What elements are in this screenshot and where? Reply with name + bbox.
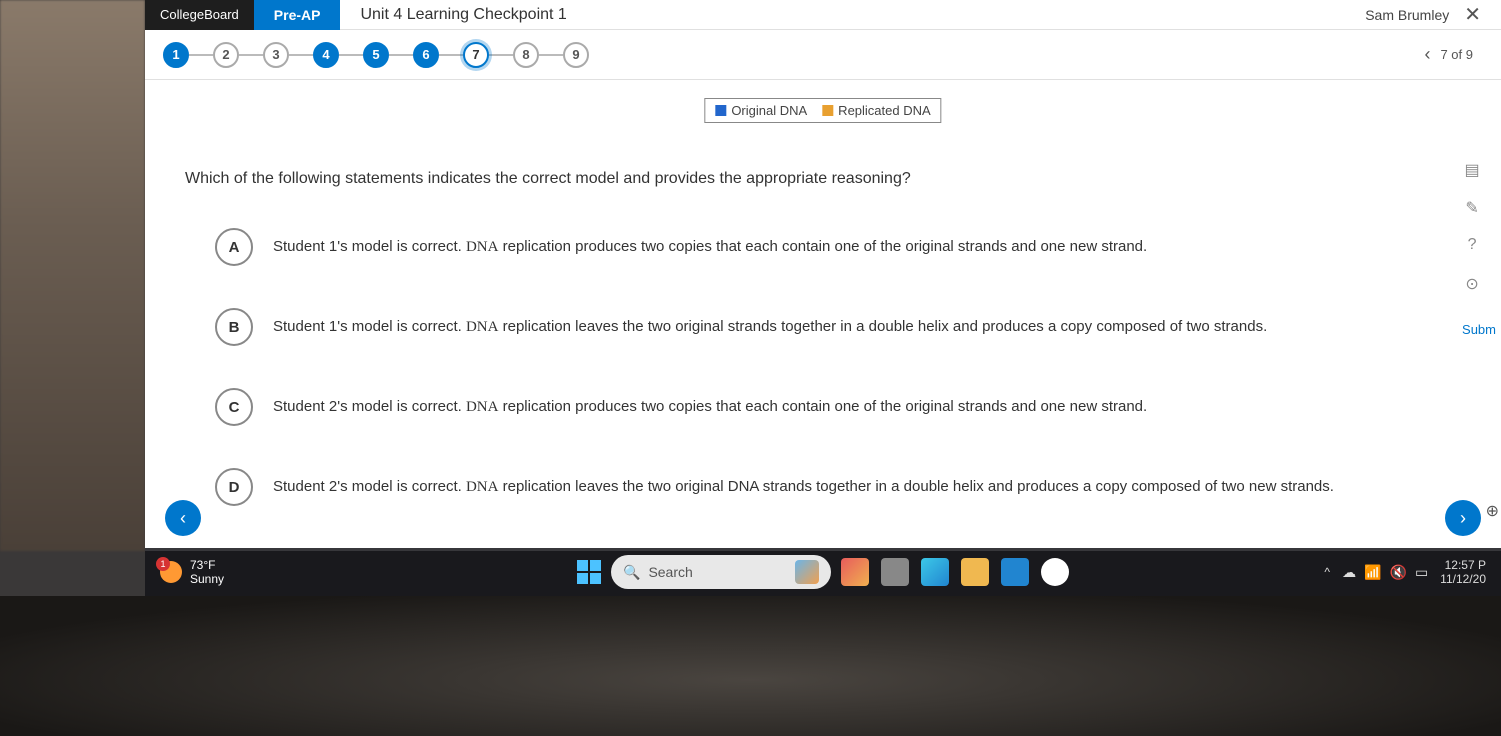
step-connector	[389, 54, 413, 56]
answer-option-c[interactable]: C Student 2's model is correct. DNA repli…	[215, 388, 1461, 426]
brand-label: CollegeBoard	[160, 7, 239, 22]
step-4[interactable]: 4	[313, 42, 339, 68]
chevron-left-icon[interactable]: ‹	[1424, 44, 1430, 65]
app-edge-icon[interactable]	[921, 558, 949, 586]
close-icon[interactable]: ✕	[1464, 2, 1481, 27]
step-connector	[189, 54, 213, 56]
answer-letter: A	[215, 228, 253, 266]
step-connector	[489, 54, 513, 56]
taskbar-apps	[841, 558, 1069, 586]
app-mail-icon[interactable]	[1001, 558, 1029, 586]
app-taskview-icon[interactable]	[881, 558, 909, 586]
calculator-icon[interactable]: ▤	[1462, 160, 1482, 180]
weather-widget[interactable]: 1 73°F Sunny	[160, 558, 224, 587]
step-3[interactable]: 3	[263, 42, 289, 68]
step-8[interactable]: 8	[513, 42, 539, 68]
taskbar-search[interactable]: 🔍 Search	[611, 555, 831, 589]
clock-time: 12:57 P	[1440, 558, 1486, 572]
answer-text: Student 1's model is correct. DNA replic…	[273, 238, 1147, 256]
taskbar: 1 73°F Sunny 🔍 Search ^ ☁ 📶 🔇	[145, 548, 1501, 596]
legend-label: Original DNA	[731, 103, 807, 118]
tray-chevron-icon[interactable]: ^	[1324, 565, 1330, 579]
answer-option-b[interactable]: B Student 1's model is correct. DNA repli…	[215, 308, 1461, 346]
weather-icon: 1	[160, 561, 182, 583]
answer-text: Student 2's model is correct. DNA replic…	[273, 398, 1147, 416]
program-badge: Pre-AP	[254, 0, 341, 30]
weather-temp: 73°F	[190, 558, 224, 572]
legend-label: Replicated DNA	[838, 103, 931, 118]
legend-swatch	[715, 105, 726, 116]
step-5[interactable]: 5	[363, 42, 389, 68]
legend-swatch	[822, 105, 833, 116]
nav-buttons: ‹ ›	[165, 500, 1481, 536]
volume-icon[interactable]: 🔇	[1390, 564, 1407, 581]
step-6[interactable]: 6	[413, 42, 439, 68]
legend-item: Replicated DNA	[822, 103, 931, 118]
top-header: CollegeBoard Pre-AP Unit 4 Learning Chec…	[145, 0, 1501, 30]
tray-icons: ☁ 📶 🔇 ▭	[1342, 564, 1428, 581]
search-placeholder: Search	[648, 564, 692, 580]
taskbar-right: ^ ☁ 📶 🔇 ▭ 12:57 P 11/12/20	[1324, 558, 1486, 587]
wifi-icon[interactable]: 📶	[1364, 564, 1381, 581]
page-title: Unit 4 Learning Checkpoint 1	[340, 6, 586, 24]
progress-steps: 123456789	[163, 42, 589, 68]
answer-letter: B	[215, 308, 253, 346]
legend-item: Original DNA	[715, 103, 807, 118]
step-connector	[289, 54, 313, 56]
app-explorer-icon[interactable]	[961, 558, 989, 586]
step-connector	[239, 54, 263, 56]
content-area: Which of the following statements indica…	[145, 80, 1501, 568]
program-label: Pre-AP	[274, 7, 321, 23]
answer-letter: C	[215, 388, 253, 426]
step-connector	[339, 54, 363, 56]
header-user-area: Sam Brumley ✕	[1365, 2, 1501, 27]
search-highlight-icon	[795, 560, 819, 584]
next-question-button[interactable]: ›	[1445, 500, 1481, 536]
start-button[interactable]	[577, 560, 601, 584]
help-icon[interactable]: ?	[1462, 236, 1482, 256]
brand-badge: CollegeBoard	[145, 0, 254, 30]
background-left	[0, 0, 145, 551]
question-prompt: Which of the following statements indica…	[185, 170, 1461, 188]
step-connector	[439, 54, 463, 56]
taskbar-center: 🔍 Search	[577, 555, 1069, 589]
answer-text: Student 1's model is correct. DNA replic…	[273, 318, 1267, 336]
answer-option-a[interactable]: A Student 1's model is correct. DNA repli…	[215, 228, 1461, 266]
counter-text: 7 of 9	[1440, 47, 1473, 62]
prev-question-button[interactable]: ‹	[165, 500, 201, 536]
settings-icon[interactable]: ⊙	[1462, 274, 1482, 294]
answer-options: A Student 1's model is correct. DNA repli…	[185, 228, 1461, 506]
step-1[interactable]: 1	[163, 42, 189, 68]
background-bottom	[0, 596, 1501, 736]
app-window: CollegeBoard Pre-AP Unit 4 Learning Chec…	[145, 0, 1501, 551]
weather-badge: 1	[156, 557, 170, 571]
app-chrome-icon[interactable]	[1041, 558, 1069, 586]
magnify-icon[interactable]: ⊕	[1486, 501, 1499, 521]
step-9[interactable]: 9	[563, 42, 589, 68]
step-7[interactable]: 7	[463, 42, 489, 68]
progress-counter: ‹ 7 of 9	[1424, 44, 1483, 65]
reference-icon[interactable]: ✎	[1462, 198, 1482, 218]
battery-icon[interactable]: ▭	[1415, 564, 1428, 581]
weather-text: 73°F Sunny	[190, 558, 224, 587]
onedrive-icon[interactable]: ☁	[1342, 564, 1356, 581]
clock[interactable]: 12:57 P 11/12/20	[1440, 558, 1486, 587]
search-icon: 🔍	[623, 564, 640, 581]
answer-text: Student 2's model is correct. DNA replic…	[273, 478, 1334, 496]
step-2[interactable]: 2	[213, 42, 239, 68]
legend-box: Original DNA Replicated DNA	[704, 98, 941, 123]
submit-button[interactable]: Subm	[1462, 322, 1496, 337]
step-connector	[539, 54, 563, 56]
clock-date: 11/12/20	[1440, 572, 1486, 586]
side-tools: ▤ ✎ ? ⊙ Subm	[1457, 155, 1501, 342]
user-name: Sam Brumley	[1365, 7, 1449, 23]
weather-desc: Sunny	[190, 572, 224, 586]
progress-row: 123456789 ‹ 7 of 9	[145, 30, 1501, 80]
app-copilot-icon[interactable]	[841, 558, 869, 586]
